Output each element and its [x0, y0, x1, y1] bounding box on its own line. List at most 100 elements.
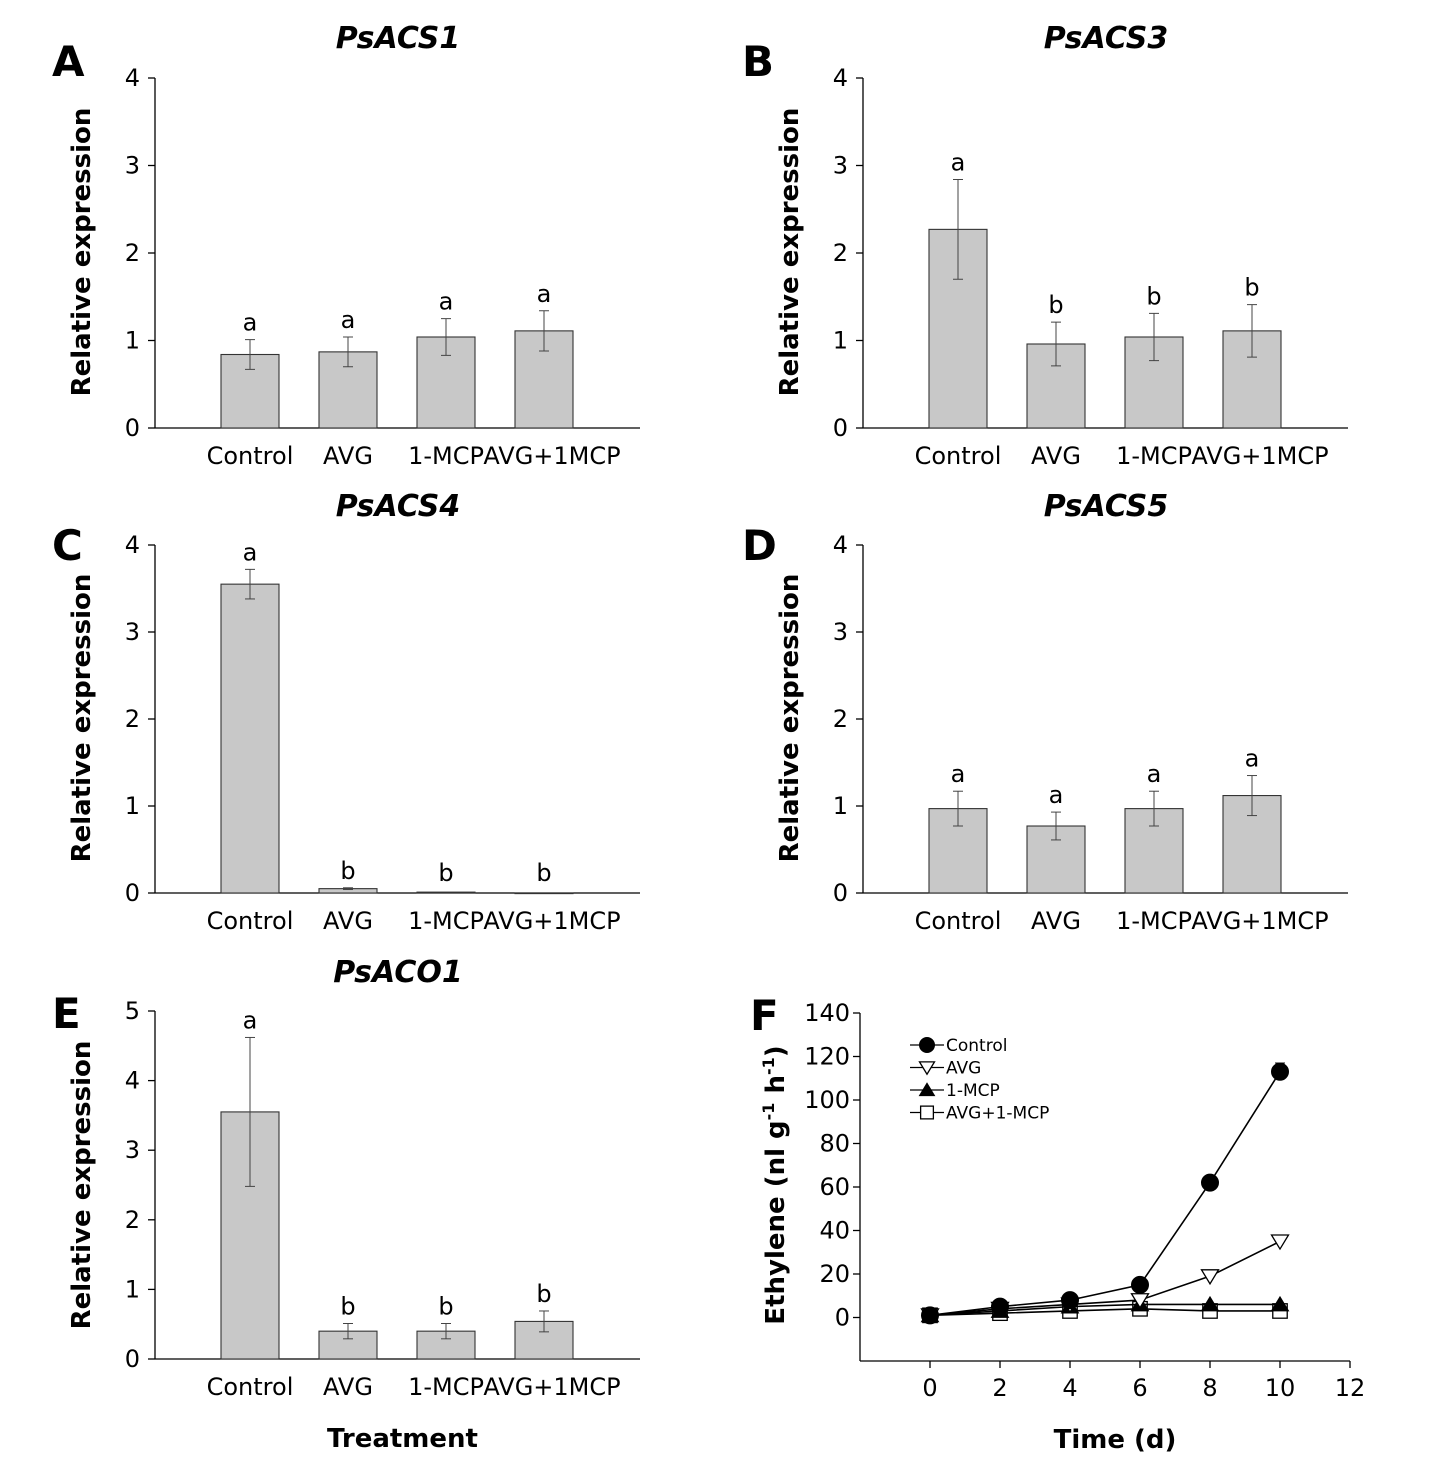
marker-point — [918, 1061, 936, 1076]
y-tick-label: 1 — [125, 792, 140, 820]
panel-letter: E — [52, 989, 81, 1038]
y-tick-label: 100 — [804, 1086, 850, 1114]
y-axis-label: Relative expression — [67, 1041, 97, 1330]
y-tick-label: 2 — [833, 239, 848, 267]
chart-title: PsACS1 — [336, 21, 461, 56]
y-tick-label: 20 — [819, 1260, 850, 1288]
marker-point — [1131, 1275, 1149, 1294]
marker-point — [1270, 1295, 1290, 1312]
category-label: AVG+1MCP — [483, 1373, 620, 1401]
y-tick-label: 0 — [125, 1345, 140, 1373]
category-label: Control — [915, 442, 1002, 470]
category-label: AVG — [323, 442, 373, 470]
significance-letter: b — [438, 859, 453, 887]
significance-letter: b — [536, 1280, 551, 1308]
marker-point — [991, 1297, 1009, 1316]
y-axis-label: Relative expression — [67, 108, 97, 397]
category-label: 1-MCP — [1116, 442, 1192, 470]
y-tick-label: 5 — [125, 997, 140, 1025]
y-tick-label: 0 — [833, 879, 848, 907]
series-line — [929, 1307, 1280, 1317]
significance-letter: b — [340, 1293, 355, 1321]
category-label: AVG — [323, 907, 373, 935]
y-tick-label: 0 — [125, 879, 140, 907]
x-tick-label: 8 — [1202, 1374, 1217, 1402]
marker-point — [1270, 1234, 1290, 1251]
significance-letter: a — [243, 309, 258, 337]
y-tick-label: 1 — [833, 792, 848, 820]
panel-letter: A — [52, 37, 85, 86]
y-tick-label: 3 — [125, 1136, 140, 1164]
y-tick-label: 140 — [804, 999, 850, 1027]
marker-point — [1201, 1173, 1219, 1192]
y-tick-label: 4 — [125, 531, 140, 559]
panel-letter: F — [750, 991, 779, 1040]
y-axis-label: Ethylene (nl g-1 h-1) — [759, 1045, 791, 1324]
significance-letter: a — [1147, 760, 1162, 788]
category-label: 1-MCP — [408, 1373, 484, 1401]
y-tick-label: 1 — [833, 327, 848, 355]
x-axis-label: Treatment — [327, 1424, 478, 1454]
panel-b: B PsACS3 0 1 2 3 4 Relative expression a Control b… — [742, 21, 1348, 470]
category-label: Control — [207, 907, 294, 935]
bar — [416, 891, 476, 894]
significance-letter: b — [438, 1293, 453, 1321]
bar — [220, 583, 280, 894]
legend-label: Control — [946, 1036, 1007, 1056]
panel-f: F 0 20 40 60 80 100 120 140 0 2 4 6 8 10 12 Ethylene (nl… — [750, 991, 1365, 1455]
panel-letter: B — [742, 37, 774, 86]
significance-letter: a — [1245, 745, 1260, 773]
bar — [416, 1330, 476, 1360]
panel-letter: C — [52, 521, 83, 570]
chart-title: PsACS3 — [1044, 21, 1169, 56]
significance-letter: a — [1049, 781, 1064, 809]
y-tick-label: 4 — [125, 64, 140, 92]
y-tick-label: 80 — [819, 1130, 850, 1158]
x-tick-label: 0 — [922, 1374, 937, 1402]
y-tick-label: 2 — [833, 705, 848, 733]
x-axis-label: Time (d) — [1054, 1425, 1177, 1455]
y-tick-label: 1 — [125, 1275, 140, 1303]
x-tick-label: 6 — [1132, 1374, 1147, 1402]
x-tick-label: 10 — [1265, 1374, 1296, 1402]
y-tick-label: 0 — [125, 414, 140, 442]
x-tick-label: 2 — [992, 1374, 1007, 1402]
category-label: Control — [915, 907, 1002, 935]
category-label: Control — [207, 1373, 294, 1401]
panel-c: C PsACS4 0 1 2 3 4 Relative expression a Control b… — [52, 489, 640, 935]
y-tick-label: 3 — [833, 618, 848, 646]
y-tick-label: 60 — [819, 1173, 850, 1201]
significance-letter: a — [537, 280, 552, 308]
category-label: 1-MCP — [408, 907, 484, 935]
legend-label: AVG+1-MCP — [946, 1104, 1049, 1124]
panel-a: A PsACS1 0 1 2 3 4 Relative expression a Control a… — [52, 21, 640, 470]
significance-letter: b — [340, 857, 355, 885]
y-tick-label: 4 — [833, 64, 848, 92]
category-label: AVG+1MCP — [483, 907, 620, 935]
y-axis-label: Relative expression — [67, 574, 97, 863]
y-axis-label: Relative expression — [775, 574, 805, 863]
legend-label: AVG — [946, 1059, 981, 1079]
significance-letter: b — [1048, 291, 1063, 319]
significance-letter: a — [243, 538, 258, 566]
category-label: AVG+1MCP — [483, 442, 620, 470]
category-label: Control — [207, 442, 294, 470]
marker-point — [921, 1306, 939, 1325]
x-tick-label: 4 — [1062, 1374, 1077, 1402]
series-line — [929, 1071, 1281, 1317]
y-tick-label: 0 — [835, 1304, 850, 1332]
category-label: AVG — [1031, 907, 1081, 935]
panel-d: D PsACS5 0 1 2 3 4 Relative expression a Control a… — [742, 489, 1348, 935]
significance-letter: b — [1146, 282, 1161, 310]
marker-point — [1200, 1295, 1220, 1312]
series-line — [929, 1303, 1280, 1317]
marker-point — [1271, 1062, 1289, 1081]
y-tick-label: 40 — [819, 1217, 850, 1245]
chart-title: PsACS4 — [336, 489, 461, 524]
category-label: AVG — [323, 1373, 373, 1401]
marker-point — [1200, 1269, 1220, 1286]
y-tick-label: 4 — [125, 1067, 140, 1095]
series-control — [921, 1062, 1289, 1325]
